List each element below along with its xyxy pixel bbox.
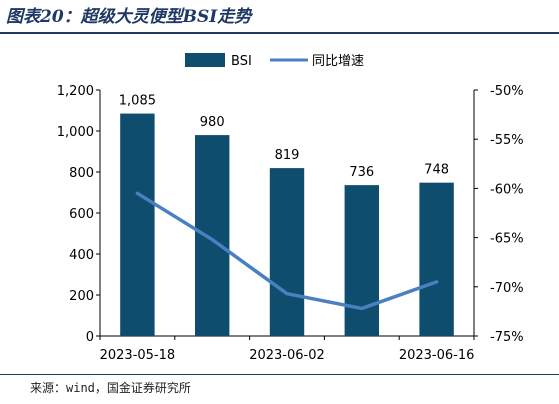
source-divider xyxy=(0,374,559,375)
bsi-bar xyxy=(120,113,155,336)
legend-label-bsi: BSI xyxy=(231,54,252,69)
bsi-bar xyxy=(269,168,305,336)
bsi-bar xyxy=(194,135,230,336)
right-tick-label: -55% xyxy=(490,133,524,148)
legend-label-yoy: 同比增速 xyxy=(312,54,364,69)
right-tick-label: -60% xyxy=(490,182,524,197)
left-tick-label: 400 xyxy=(69,248,94,263)
left-tick-label: 200 xyxy=(69,289,94,304)
title-divider xyxy=(0,32,559,34)
bsi-bar xyxy=(419,182,454,336)
right-tick-label: -50% xyxy=(490,84,524,99)
bsi-data-label: 819 xyxy=(275,148,300,163)
right-tick-label: -65% xyxy=(490,232,524,247)
left-tick-label: 600 xyxy=(69,207,94,222)
yoy-growth-line xyxy=(135,191,439,311)
bsi-data-label: 736 xyxy=(349,165,374,180)
left-tick-label: 1,200 xyxy=(57,84,94,99)
source-note: 来源：wind，国金证券研究所 xyxy=(30,381,191,395)
x-tick-label: 2023-06-02 xyxy=(249,348,325,363)
right-tick-label: -70% xyxy=(490,281,524,296)
left-tick-label: 800 xyxy=(69,166,94,181)
bsi-data-label: 748 xyxy=(424,163,449,178)
right-tick-label: -75% xyxy=(490,330,524,345)
chart-title: 图表20：超级大灵便型BSI走势 xyxy=(6,7,252,27)
x-tick-label: 2023-05-18 xyxy=(100,348,176,363)
legend: BSI 同比增速 xyxy=(185,53,364,69)
left-tick-label: 0 xyxy=(86,330,94,345)
bsi-bar xyxy=(344,185,380,336)
bsi-data-label: 1,085 xyxy=(119,94,156,109)
left-tick-label: 1,000 xyxy=(57,125,94,140)
legend-swatch-bsi xyxy=(185,53,225,67)
x-tick-label: 2023-06-16 xyxy=(399,348,475,363)
bsi-data-label: 980 xyxy=(200,115,225,130)
